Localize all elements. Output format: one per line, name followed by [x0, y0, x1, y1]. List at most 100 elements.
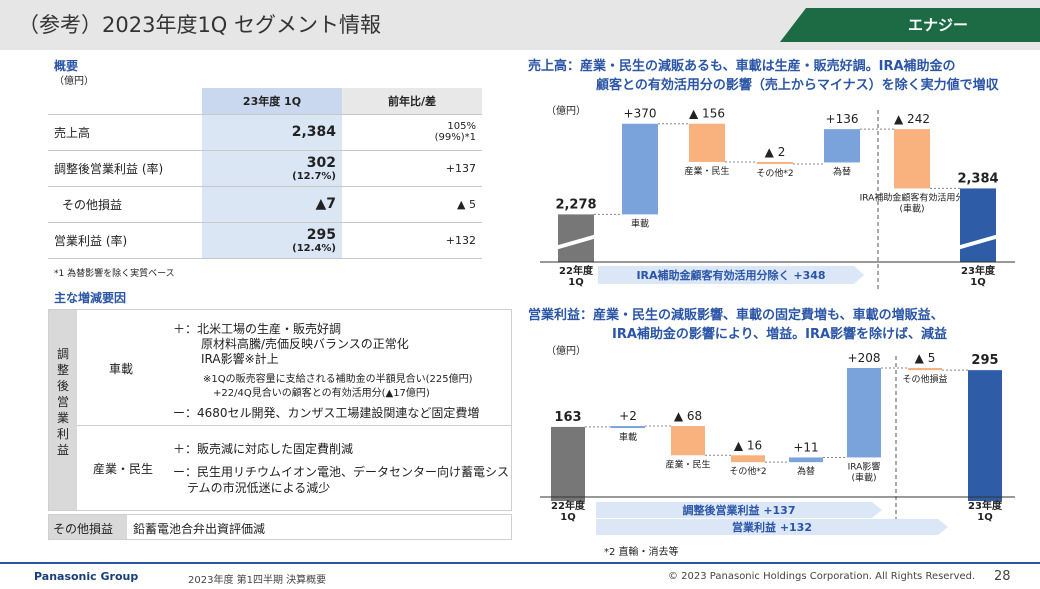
tick-label: 23年度 [968, 499, 1003, 512]
data-label: +11 [793, 440, 818, 454]
industrial-label: 産業・民生 [93, 462, 154, 476]
data-label: +2 [619, 409, 637, 423]
tick-label: (車載) [899, 202, 924, 214]
ind-minus-2: テムの市況低迷による減少 [187, 481, 331, 495]
chart-bar [689, 123, 725, 162]
chart-bar [622, 123, 658, 215]
tick-label: 22年度 [551, 499, 586, 512]
tick-label: 1Q [977, 512, 992, 523]
data-label: ▲ 68 [674, 409, 702, 423]
chart-bar [789, 457, 823, 463]
sales-title-1: 売上高：産業・民生の減販あるも、車載は生産・販売好調。IRA補助金の [528, 59, 956, 74]
chart-bar [968, 370, 1002, 501]
tick-label: 1Q [560, 512, 575, 523]
col-current: 23年度 1Q [202, 88, 342, 115]
data-label: +136 [826, 112, 859, 126]
overview-heading: 概要 [54, 59, 79, 73]
tick-label: その他*2 [729, 465, 766, 477]
segment-tag [780, 8, 1040, 42]
sales-arrow-label: IRA補助金顧客有効活用分除く +348 [636, 268, 825, 282]
other-label: その他損益 [53, 522, 114, 536]
divider [49, 510, 511, 511]
other-text: 鉛蓄電池合弁出資評価減 [133, 522, 266, 536]
sales-title-2: 顧客との有効活用分の影響（売上からマイナス）を除く実力値で増収 [596, 78, 999, 93]
data-label: 163 [554, 410, 581, 425]
brand-logo: Panasonic Group [34, 570, 139, 583]
factors-table: 調整後営業利益 車載 ＋：北米工場の生産・販売好調 原材料高騰/売価反映バランス… [48, 309, 512, 511]
tick-label: 23年度 [961, 264, 996, 277]
data-label: 2,278 [555, 197, 596, 212]
chart-bar [847, 368, 881, 458]
tick-label: 車載 [619, 431, 637, 443]
auto-plus-3: IRA影響※計上 [201, 352, 279, 366]
tick-label: 産業・民生 [665, 458, 710, 470]
col-yoy: 前年比/差 [342, 88, 482, 115]
factors-side [49, 310, 77, 510]
tick-label: IRA影響 [848, 460, 881, 472]
table-row: 売上高 2,384 105% (99%)*1 [48, 114, 482, 151]
other-row: その他損益 鉛蓄電池合弁出資評価減 [48, 514, 512, 540]
data-label: ▲ 5 [915, 351, 936, 365]
chart-bar [611, 426, 645, 429]
sales-unit: （億円） [546, 106, 586, 117]
tick-label: 為替 [833, 165, 851, 177]
row-label: 営業利益 (率) [48, 222, 202, 259]
tick-label: 産業・民生 [684, 165, 729, 177]
data-label: ▲ 16 [734, 438, 762, 452]
doc-title: 2023年度 第1四半期 決算概要 [188, 575, 327, 586]
overview-table: 23年度 1Q 前年比/差 売上高 2,384 105% (99%)*1 調整後営… [48, 88, 482, 259]
data-label: ▲ 156 [689, 107, 725, 121]
overview-unit: （億円） [54, 76, 94, 87]
row-yoy: ▲ 5 [342, 186, 482, 223]
axis-break [554, 234, 598, 250]
auto-note-1: ※1Qの販売容量に支給される補助金の半額見合い(225億円) [203, 374, 473, 385]
data-label: 2,384 [957, 171, 998, 186]
profit-arrow-adjusted-label: 調整後営業利益 +137 [682, 503, 795, 517]
overview-footnote: *1 為替影響を除く実質ベース [54, 269, 175, 279]
profit-title-2: IRA補助金の影響により、増益。IRA影響を除けば、減益 [612, 327, 948, 342]
tick-label: IRA補助金顧客有効活用分 [860, 191, 965, 203]
chart-bar [824, 129, 860, 163]
auto-minus: ー：4680セル開発、カンザス工場建設関連など固定費増 [173, 406, 480, 420]
footer: Panasonic Group 2023年度 第1四半期 決算概要 © 2023… [0, 562, 1040, 589]
row-label: 売上高 [48, 114, 202, 151]
chart-bar [757, 161, 793, 164]
row-label: 調整後営業利益 (率) [48, 150, 202, 187]
ind-minus-1: ー：民生用リチウムイオン電池、データセンター向け蓄電シス [173, 465, 510, 479]
page-number: 28 [994, 569, 1011, 584]
tick-label: (車載) [851, 471, 876, 483]
auto-plus-1: ＋：北米工場の生産・販売好調 [173, 322, 342, 336]
factors-side-label: 調整後営業利益 [57, 347, 70, 457]
data-label: ▲ 242 [894, 112, 930, 126]
auto-note-2: +22/4Q見合いの顧客との有効活用分(▲17億円) [213, 388, 430, 399]
row-sub: (12.4%) [292, 242, 336, 254]
chart-bar [731, 455, 765, 463]
profit-arrow-operating [596, 519, 948, 535]
profit-unit: （億円） [546, 346, 586, 357]
tick-label: 為替 [797, 465, 815, 477]
profit-title-1: 営業利益：産業・民生の減販影響、車載の固定費増も、車載の増販益、 [528, 308, 944, 323]
tick-label: その他*2 [756, 167, 793, 179]
chart-bar [671, 426, 705, 456]
row-sub: (12.7%) [292, 170, 336, 182]
row-yoy: +132 [342, 222, 482, 259]
auto-plus-2: 原材料高騰/売価反映バランスの正常化 [201, 337, 409, 351]
data-label: +208 [848, 351, 881, 365]
tick-label: その他損益 [902, 373, 947, 385]
segment-label: エナジー [907, 16, 968, 34]
copyright: © 2023 Panasonic Holdings Corporation. A… [668, 571, 976, 582]
tick-label: 1Q [970, 277, 985, 288]
chart-bar [894, 129, 930, 189]
table-row: 調整後営業利益 (率) 302 (12.7%) +137 [48, 150, 482, 187]
table-row: その他損益 ▲7 ▲ 5 [48, 186, 482, 223]
table-row: 営業利益 (率) 295 (12.4%) +132 [48, 222, 482, 259]
tick-label: 車載 [631, 217, 649, 229]
divider [77, 425, 511, 426]
tick-label: 1Q [568, 277, 583, 288]
row-value: 295 [306, 226, 336, 243]
other-side [49, 515, 127, 539]
chart-bar [908, 368, 942, 371]
tick-label: 22年度 [559, 264, 594, 277]
row-yoy-real: (99%)*1 [434, 132, 476, 143]
